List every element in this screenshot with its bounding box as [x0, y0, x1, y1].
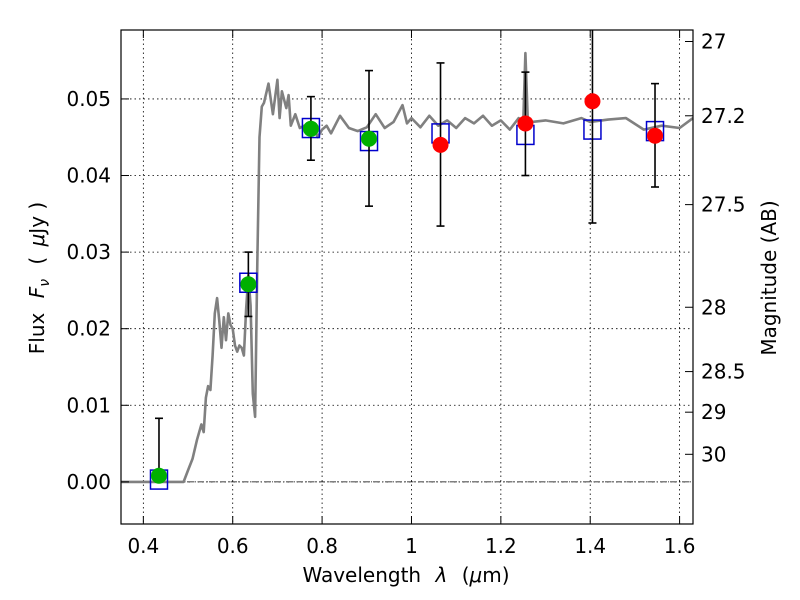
- x-axis-label-unit-close: m): [482, 563, 509, 587]
- x-axis-label-text: Wavelength: [302, 563, 421, 587]
- y-tick-label: 0.01: [66, 393, 111, 417]
- plot-frame: [120, 29, 694, 525]
- x-axis-label: Wavelength λ (μm): [302, 563, 509, 587]
- x-tick-label: 1.4: [574, 534, 606, 558]
- grid: [121, 30, 693, 524]
- y-axis-label-subscript: ν: [37, 279, 53, 287]
- y-axis-label-unit-symbol: μ: [25, 234, 49, 248]
- detected-flux-point: [361, 130, 378, 147]
- detected-flux-point: [302, 120, 319, 137]
- y2-tick-label: 28.5: [701, 360, 746, 384]
- tick-labels: 0.4 0.6 0.8 1 1.2 1.4 1.6 0.00 0.01 0.02 0.03 0.04 0…: [66, 29, 745, 558]
- y-axis-label-unit-close: Jy ): [25, 202, 49, 236]
- x-tick-label: 1.2: [485, 534, 517, 558]
- y2-tick-label: 30: [701, 442, 726, 466]
- y2-tick-label: 27.5: [701, 193, 746, 217]
- ir-flux-point: [647, 127, 664, 144]
- y-axis-label-symbol: F: [25, 286, 49, 298]
- y2-tick-label: 27.2: [701, 104, 746, 128]
- y2-tick-label: 29: [701, 400, 726, 424]
- detected-flux-point: [150, 467, 167, 484]
- y2-tick-label: 27: [701, 29, 726, 53]
- ir-flux-point: [432, 136, 449, 153]
- y-axis-label-text: Flux: [25, 312, 49, 354]
- y-axis-label-unit-open: (: [25, 257, 49, 265]
- y-axis-label: Flux Fν ( μJy ): [25, 202, 54, 354]
- y-tick-label: 0.04: [66, 164, 111, 188]
- x-tick-label: 0.8: [306, 534, 338, 558]
- plot-area: [121, 30, 694, 490]
- x-axis-label-unit-open: (: [462, 563, 470, 587]
- y2-axis-label: Magnitude (AB): [757, 200, 781, 355]
- x-axis-label-symbol: λ: [434, 563, 447, 587]
- y-tick-label: 0.03: [66, 240, 111, 264]
- y2-tick-label: 28: [701, 295, 726, 319]
- y-tick-label: 0.05: [66, 87, 111, 111]
- x-tick-label: 1.6: [664, 534, 696, 558]
- tick-marks: [121, 30, 693, 524]
- x-tick-label: 1: [405, 534, 418, 558]
- y-tick-label: 0.00: [66, 470, 111, 494]
- ir-flux-point: [517, 115, 534, 132]
- x-axis-label-unit-symbol: μ: [469, 563, 483, 587]
- ir-flux-point: [584, 93, 601, 110]
- sed-curve: [121, 51, 694, 484]
- y-tick-label: 0.02: [66, 317, 111, 341]
- detected-flux-point: [240, 276, 257, 293]
- x-tick-label: 0.4: [127, 534, 159, 558]
- x-tick-label: 0.6: [217, 534, 249, 558]
